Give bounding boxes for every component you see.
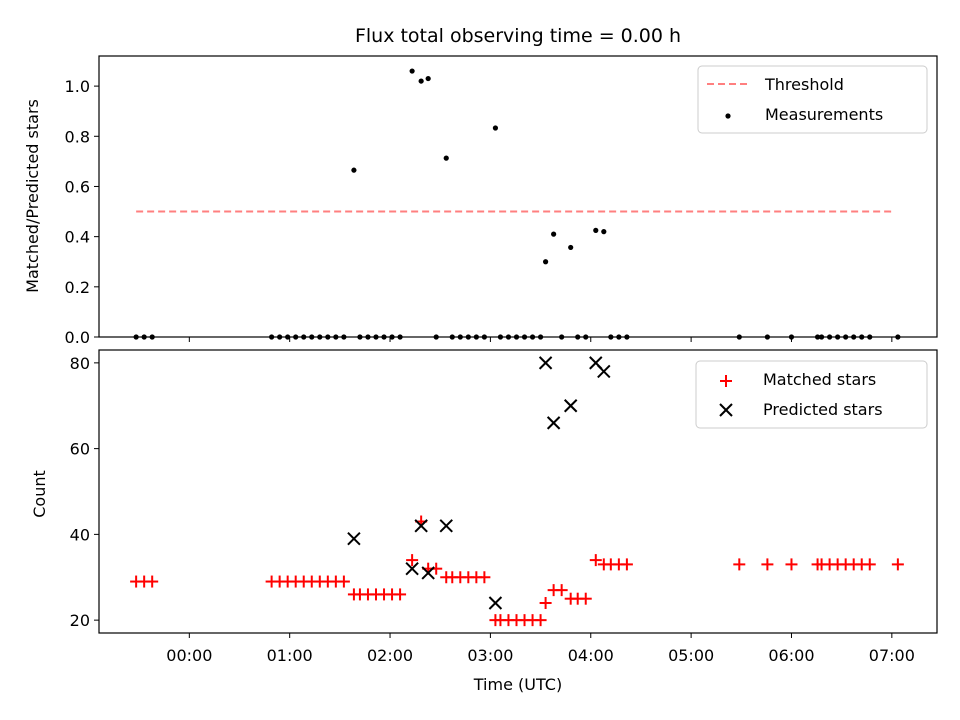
matched-star-marker <box>589 554 602 567</box>
ratio-legend-box <box>697 65 928 134</box>
predicted-stars-series <box>347 356 611 610</box>
ratio-panel-ylabel: Matched/Predicted stars <box>23 99 42 293</box>
matched-star-marker <box>733 558 746 571</box>
measurements-legend-swatch <box>725 113 731 119</box>
count-legend-box <box>695 360 928 429</box>
matched-star-marker <box>891 558 904 571</box>
predicted-star-marker <box>597 364 611 379</box>
measurement-point <box>351 167 357 173</box>
count-y-tick-label: 20 <box>70 611 90 630</box>
count-y-tick-label: 60 <box>70 440 90 459</box>
count-panel-frame <box>98 349 938 634</box>
threshold-legend-label: Threshold <box>764 75 844 94</box>
count-y-tick-label: 40 <box>70 525 90 544</box>
predicted-star-marker <box>421 566 435 580</box>
predicted-star-marker <box>414 519 428 533</box>
measurement-point <box>409 68 415 74</box>
chart-title: Flux total observing time = 0.00 h <box>355 25 681 47</box>
ratio-y-tick-label: 1.0 <box>65 77 90 96</box>
measurement-point <box>542 259 549 265</box>
count-legend: Matched stars Predicted stars <box>695 360 928 429</box>
matched-legend-label: Matched stars <box>763 370 876 389</box>
ratio-y-tick-label: 0.6 <box>65 177 90 196</box>
predicted-star-marker <box>546 416 561 430</box>
matched-star-marker <box>863 558 876 571</box>
matched-star-marker <box>761 558 774 571</box>
predicted-star-marker <box>488 596 503 610</box>
ratio-y-tick-label: 0.2 <box>65 278 90 297</box>
count-y-tick-label: 80 <box>70 354 90 373</box>
predicted-legend-swatch <box>719 403 733 417</box>
x-tick-label: 03:00 <box>467 646 513 665</box>
measurement-point <box>418 78 424 84</box>
ratio-panel-frame <box>98 55 938 338</box>
measurement-point <box>601 229 607 235</box>
matched-star-marker <box>555 584 568 597</box>
x-tick-label: 04:00 <box>568 646 614 665</box>
x-tick-label: 01:00 <box>267 646 313 665</box>
count-panel-ylabel: Count <box>30 470 49 518</box>
predicted-star-marker <box>347 531 361 546</box>
measurement-point <box>443 155 449 161</box>
measurement-point <box>492 125 499 131</box>
matched-star-marker <box>146 575 159 588</box>
measurement-point <box>425 75 431 82</box>
x-tick-label: 02:00 <box>367 646 413 665</box>
matched-star-marker <box>534 614 547 627</box>
matched-star-marker <box>406 554 419 567</box>
matched-legend-swatch <box>720 375 732 387</box>
matched-star-marker <box>394 588 407 601</box>
matched-stars-series <box>130 515 904 627</box>
matched-star-marker <box>478 571 491 584</box>
ratio-y-tick-label: 0.8 <box>65 127 90 146</box>
x-tick-label: 07:00 <box>869 646 915 665</box>
x-tick-label: 00:00 <box>166 646 212 665</box>
ratio-panel: 0.0 0.2 0.4 0.6 0.8 1.0 Matched/Predicted sta… <box>23 55 938 347</box>
predicted-star-marker <box>563 399 578 413</box>
x-axis-label: Time (UTC) <box>473 675 562 694</box>
matched-star-marker <box>785 558 798 571</box>
measurement-point <box>568 244 574 251</box>
x-tick-label: 05:00 <box>668 646 714 665</box>
predicted-star-marker <box>538 356 553 370</box>
matched-star-marker <box>539 596 552 609</box>
count-panel-ticks: 00:00 01:00 02:00 03:00 04:00 05:00 06:00 07:00… <box>70 354 915 665</box>
x-tick-label: 06:00 <box>768 646 814 665</box>
predicted-star-marker <box>405 561 419 576</box>
ratio-panel-ticks: 0.0 0.2 0.4 0.6 0.8 1.0 <box>65 77 893 347</box>
count-panel: 00:00 01:00 02:00 03:00 04:00 05:00 06:00 07:00… <box>30 349 938 694</box>
predicted-legend-label: Predicted stars <box>763 400 883 419</box>
measurement-point <box>551 231 557 237</box>
predicted-star-marker <box>439 519 453 533</box>
ratio-y-tick-label: 0.0 <box>65 328 90 347</box>
ratio-legend: Threshold Measurements <box>697 65 928 134</box>
matched-star-marker <box>620 558 633 571</box>
matched-star-marker <box>579 592 592 605</box>
ratio-y-tick-label: 0.4 <box>65 228 90 247</box>
measurements-legend-label: Measurements <box>765 105 883 124</box>
measurement-point <box>593 227 599 233</box>
matched-star-marker <box>337 575 350 588</box>
